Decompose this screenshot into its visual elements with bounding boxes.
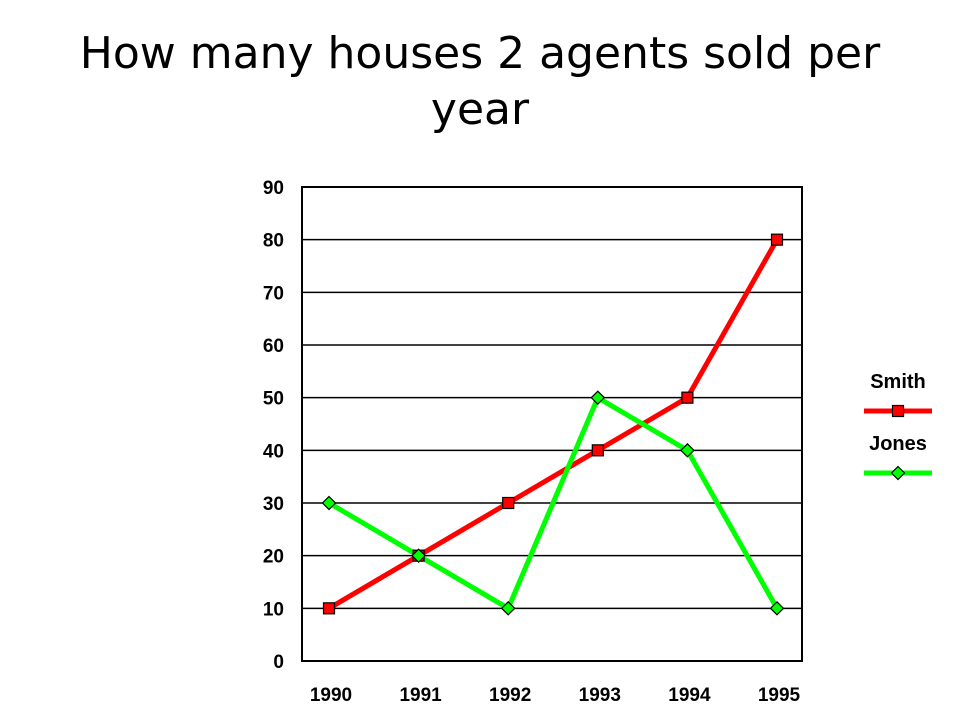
data-point-smith <box>681 391 694 404</box>
x-tick-label: 1990 <box>310 685 352 706</box>
y-tick-label: 70 <box>263 283 284 304</box>
y-tick-label: 60 <box>263 336 284 357</box>
data-point-jones <box>680 442 695 458</box>
data-point-smith <box>770 233 784 246</box>
data-point-jones <box>321 495 337 511</box>
slide-title: How many houses 2 agents sold per year <box>79 28 881 135</box>
data-point-jones <box>590 390 606 406</box>
series-jones <box>327 395 780 611</box>
grid-lines <box>302 238 802 610</box>
series-line-jones <box>327 395 780 611</box>
legend: Smith Jones <box>864 371 932 481</box>
y-tick-label: 50 <box>263 389 284 410</box>
legend-label-jones: Jones <box>869 433 927 455</box>
x-axis-ticks: 1990 1991 1992 1993 1994 1995 <box>310 685 801 706</box>
x-tick-label: 1992 <box>489 685 531 706</box>
data-point-jones <box>500 600 516 616</box>
y-tick-label: 90 <box>263 178 284 199</box>
y-tick-label: 40 <box>263 441 284 462</box>
x-tick-label: 1995 <box>758 685 801 706</box>
y-tick-label: 0 <box>273 652 284 673</box>
data-point-jones <box>411 548 426 564</box>
x-tick-label: 1994 <box>668 685 711 706</box>
x-tick-label: 1991 <box>399 685 442 706</box>
legend-marker-jones <box>890 465 906 481</box>
x-tick-label: 1993 <box>579 685 621 706</box>
series-layer <box>321 233 785 616</box>
data-point-smith <box>591 444 604 457</box>
y-tick-label: 10 <box>263 599 284 620</box>
legend-label-smith: Smith <box>870 371 926 393</box>
data-point-jones <box>769 600 785 616</box>
legend-marker-smith <box>891 404 905 418</box>
y-axis-ticks: 0 10 20 30 40 50 60 70 80 90 <box>263 178 284 673</box>
series-markers-smith <box>322 233 784 615</box>
y-tick-label: 20 <box>263 547 284 568</box>
series-line-smith <box>327 238 780 611</box>
y-tick-label: 30 <box>263 494 284 515</box>
series-markers-jones <box>321 390 785 616</box>
data-point-smith <box>322 602 336 615</box>
data-point-smith <box>502 496 515 510</box>
series-smith <box>327 238 780 611</box>
plot-frame <box>301 186 803 662</box>
y-tick-label: 80 <box>263 231 284 252</box>
